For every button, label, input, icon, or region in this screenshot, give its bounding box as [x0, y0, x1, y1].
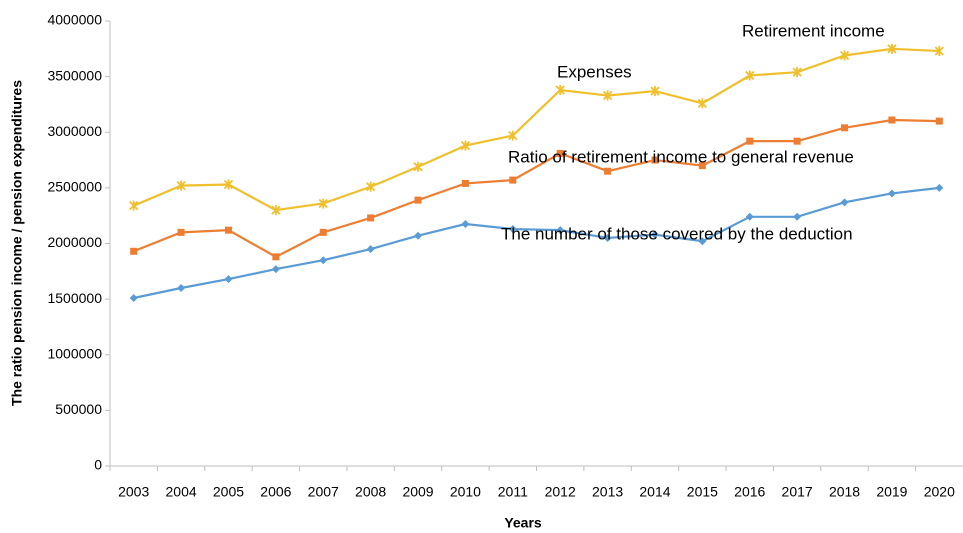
- marker: [603, 233, 612, 242]
- marker: [177, 284, 186, 292]
- marker: [745, 212, 754, 221]
- x-tick-label: 2004: [166, 484, 197, 500]
- annotation: Expenses: [557, 62, 632, 81]
- x-tick-label: 2011: [498, 484, 528, 500]
- marker: [792, 67, 802, 78]
- annotation: Ratio of retirement income to general re…: [508, 147, 854, 166]
- marker: [223, 179, 234, 190]
- marker: [224, 226, 232, 234]
- marker: [413, 161, 423, 172]
- x-tick-label: 2005: [213, 484, 244, 500]
- marker: [318, 198, 328, 209]
- x-tick-label: 2020: [924, 484, 955, 500]
- marker: [746, 137, 754, 145]
- x-tick-label: 2017: [782, 484, 813, 500]
- x-tick-label: 2003: [118, 484, 149, 500]
- marker: [888, 116, 896, 124]
- marker: [461, 220, 470, 229]
- marker: [224, 275, 233, 284]
- marker: [509, 176, 517, 184]
- marker: [177, 228, 185, 236]
- y-tick-label: 4000000: [47, 12, 102, 28]
- marker: [555, 84, 565, 95]
- x-axis-title: Years: [504, 515, 542, 531]
- x-tick-label: 2013: [592, 484, 623, 500]
- marker: [129, 200, 139, 211]
- x-tick-label: 2014: [639, 484, 670, 500]
- x-tick-label: 2019: [876, 484, 907, 500]
- marker: [604, 167, 612, 175]
- y-tick-label: 3500000: [47, 67, 102, 83]
- x-tick-label: 2012: [545, 484, 576, 500]
- x-tick-label: 2016: [734, 484, 765, 500]
- marker: [935, 117, 943, 125]
- marker: [319, 228, 327, 236]
- marker: [176, 180, 186, 191]
- marker: [887, 189, 896, 198]
- x-tick-label: 2007: [308, 484, 339, 500]
- marker: [414, 196, 422, 204]
- marker: [651, 156, 659, 164]
- marker: [793, 137, 801, 145]
- series-line: [133, 186, 940, 300]
- marker: [508, 225, 517, 234]
- x-tick-label: 2010: [450, 484, 481, 500]
- marker: [366, 181, 376, 192]
- marker: [841, 124, 849, 132]
- y-tick-label: 500000: [55, 401, 102, 417]
- annotation: Retirement income: [742, 21, 885, 40]
- marker: [556, 149, 564, 157]
- marker: [271, 265, 280, 274]
- marker: [650, 86, 660, 97]
- marker: [461, 179, 469, 187]
- marker: [793, 212, 802, 221]
- annotation: The number of those covered by the deduc…: [501, 224, 853, 243]
- y-tick-label: 1500000: [47, 290, 102, 306]
- marker: [460, 140, 471, 151]
- plot: 0 500000 1000000 1500000 2000000 2500000 30000…: [47, 12, 963, 500]
- y-tick-label: 3000000: [47, 123, 102, 139]
- y-tick-label: 2500000: [47, 179, 102, 195]
- y-axis-title: The ratio pension income / pension expen…: [9, 80, 25, 406]
- marker: [319, 256, 328, 265]
- series-line: [133, 47, 940, 212]
- x-tick-label: 2018: [829, 484, 860, 500]
- x-tick-label: 2015: [687, 484, 718, 500]
- marker: [745, 70, 755, 81]
- marker: [367, 214, 375, 222]
- y-tick-label: 0: [94, 457, 102, 473]
- y-tick-label: 2000000: [47, 234, 102, 250]
- marker: [840, 198, 849, 207]
- y-tick-label: 1000000: [47, 345, 102, 361]
- marker: [698, 237, 707, 246]
- marker: [934, 46, 944, 57]
- marker: [602, 90, 613, 101]
- series-line: [133, 118, 940, 259]
- marker: [414, 231, 423, 240]
- x-tick-label: 2008: [355, 484, 386, 500]
- x-tick-label: 2009: [402, 484, 433, 500]
- marker: [698, 162, 706, 170]
- marker: [272, 253, 280, 261]
- marker: [650, 230, 659, 239]
- marker: [887, 43, 897, 54]
- x-tick-label: 2006: [260, 484, 291, 500]
- marker: [271, 205, 281, 216]
- marker: [839, 50, 850, 61]
- marker: [935, 183, 944, 192]
- marker: [697, 98, 707, 109]
- marker: [556, 226, 565, 235]
- marker: [366, 245, 375, 254]
- marker: [508, 130, 518, 141]
- marker: [130, 247, 138, 255]
- marker: [129, 294, 138, 303]
